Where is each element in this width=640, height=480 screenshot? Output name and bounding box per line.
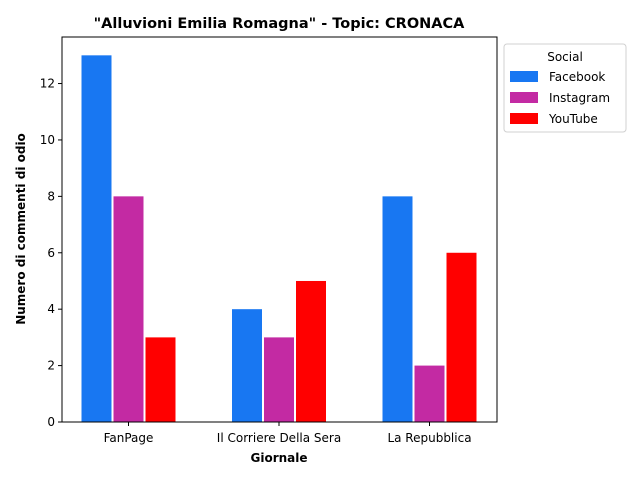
y-axis: 0 2 4 6 8 10 12 — [40, 77, 62, 429]
legend-label-instagram: Instagram — [549, 91, 610, 105]
plot-area — [81, 55, 477, 422]
bar-instagram-1 — [113, 196, 144, 422]
x-axis-title: Giornale — [250, 451, 307, 465]
plot-frame — [61, 36, 498, 423]
legend-swatch-youtube — [510, 113, 538, 124]
legend-label-youtube: YouTube — [548, 112, 598, 126]
y-tick-label: 12 — [40, 77, 55, 91]
legend-swatch-instagram — [510, 92, 538, 103]
x-tick-label: La Repubblica — [387, 431, 471, 445]
legend-box — [503, 43, 627, 133]
bar-facebook-2 — [232, 309, 262, 422]
y-tick-label: 10 — [40, 133, 55, 147]
y-tick-label: 0 — [47, 415, 55, 429]
x-axis: FanPage Il Corriere Della Sera La Repubbli… — [104, 422, 472, 445]
bar-youtube-3 — [446, 252, 477, 422]
x-tick-label: FanPage — [104, 431, 154, 445]
y-tick-label: 4 — [47, 302, 55, 316]
legend-swatch-facebook — [510, 71, 538, 82]
y-tick-label: 6 — [47, 246, 55, 260]
bar-facebook-3 — [382, 196, 413, 422]
bar-facebook-1 — [81, 55, 112, 422]
legend-label-facebook: Facebook — [549, 70, 605, 84]
y-tick-label: 8 — [47, 189, 55, 203]
bar-instagram-3 — [414, 365, 445, 422]
bar-youtube-2 — [296, 280, 326, 422]
legend: Social Facebook Instagram YouTube — [503, 43, 627, 133]
y-tick-label: 2 — [47, 359, 55, 373]
y-axis-title: Numero di commenti di odio — [14, 133, 28, 325]
bar-instagram-2 — [264, 337, 294, 422]
legend-title: Social — [547, 50, 583, 64]
chart-title: "Alluvioni Emilia Romagna" - Topic: CRON… — [94, 16, 466, 32]
x-tick-label: Il Corriere Della Sera — [217, 431, 341, 445]
bar-youtube-1 — [145, 337, 176, 422]
